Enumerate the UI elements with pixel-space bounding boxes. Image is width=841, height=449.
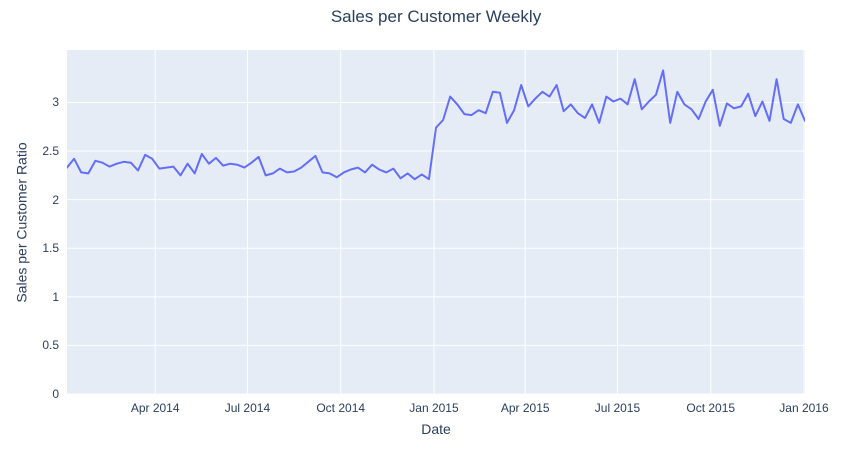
x-tick-label: Apr 2014 xyxy=(130,401,180,415)
line-chart-svg xyxy=(67,50,805,394)
y-tick-label: 3 xyxy=(52,95,59,110)
y-tick-label: 2 xyxy=(52,192,59,207)
y-tick-label: 2.5 xyxy=(42,144,59,159)
x-tick-label: Jan 2016 xyxy=(779,401,829,415)
plot-area[interactable] xyxy=(67,50,805,394)
x-tick-label: Jul 2014 xyxy=(224,401,271,415)
x-tick-label: Oct 2015 xyxy=(686,401,736,415)
x-tick-label: Jan 2015 xyxy=(409,401,459,415)
y-tick-label: 1.5 xyxy=(42,241,59,256)
chart-title: Sales per Customer Weekly xyxy=(330,7,542,26)
x-tick-label: Oct 2014 xyxy=(316,401,366,415)
y-tick-label: 0.5 xyxy=(42,338,59,353)
series-line xyxy=(67,69,805,181)
y-tick-label: 0 xyxy=(52,387,59,401)
x-tick-label: Jul 2015 xyxy=(594,401,641,415)
y-tick-label: 1 xyxy=(52,289,59,304)
x-tick-label: Apr 2015 xyxy=(500,401,550,415)
x-axis-title: Date xyxy=(421,421,451,437)
